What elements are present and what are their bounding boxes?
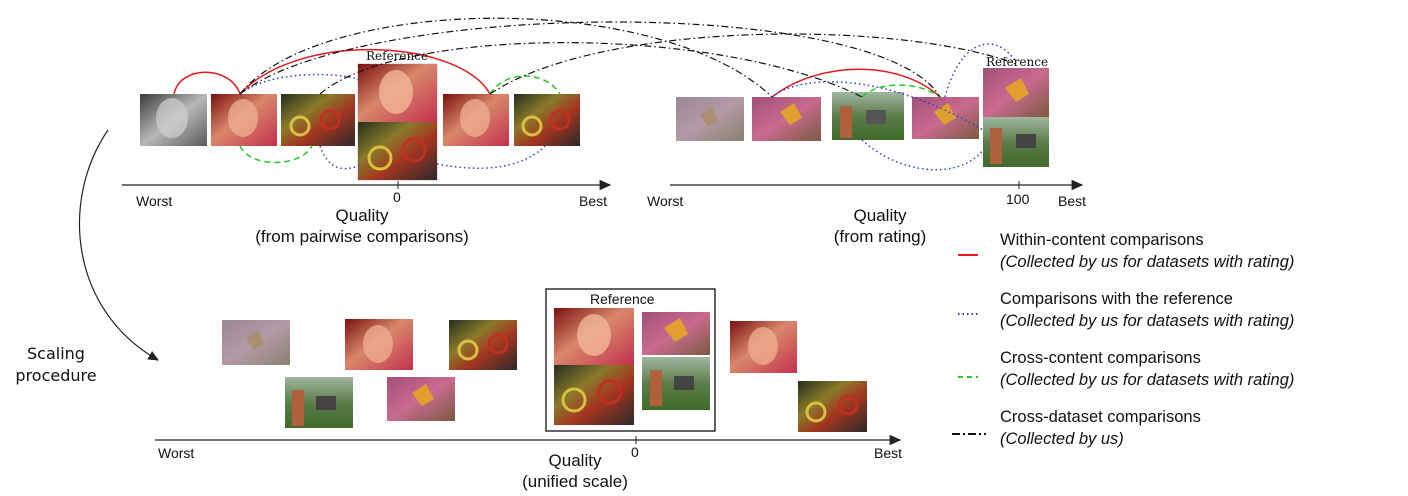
reference-stack-top-right [983,68,1049,167]
reference-label-bottom: Reference [590,291,655,307]
bottom-best-label: Best [874,445,903,461]
top-left-best-label: Best [579,193,608,209]
reference-stack-top-left [357,63,438,181]
top-right-caption-line1: Quality [853,206,907,225]
top-right-caption: Quality (from rating) [810,205,950,247]
top-left-caption-line1: Quality [335,206,389,225]
legend-item-within: Within-content comparisons (Collected by… [1000,229,1294,273]
woman-thumbnail-bottom-2 [730,321,797,373]
bottom-thumbnails [222,288,867,432]
legend-item-cross-content: Cross-content comparisons (Collected by … [1000,347,1294,391]
scaling-label-line2: procedure [15,366,97,385]
woman-thumbnail-2 [443,94,509,146]
top-right-thumbnails [676,68,1049,167]
legend-swatches [952,254,986,435]
butterfly-pale-thumbnail [676,97,744,141]
butterfly-thumbnail-bottom-1 [387,377,455,421]
top-left-worst-label: Worst [136,193,173,209]
legend-note-within: (Collected by us for datasets with ratin… [1000,253,1295,271]
legend-item-cross-dataset: Cross-dataset comparisons (Collected by … [1000,406,1201,450]
top-left-caption-line2: (from pairwise comparisons) [255,227,469,246]
bikes-thumbnail-2 [514,94,580,146]
top-left-axis [122,179,612,191]
woman-gray-thumbnail [140,94,207,146]
top-right-best-label: Best [1058,193,1087,209]
scaling-label-line1: Scaling [27,344,85,363]
bottom-caption-line1: Quality [548,451,602,470]
top-right-caption-line2: (from rating) [833,227,927,246]
bikes-thumbnail-bottom-2 [798,381,867,432]
garden-thumbnail-1 [832,92,904,140]
garden-thumbnail-bottom-1 [285,377,353,428]
legend-title-within: Within-content comparisons [1000,231,1204,249]
top-comparison-arcs [173,17,1017,171]
butterfly-thumbnail-2 [912,97,979,139]
woman-thumbnail-bottom-1 [345,319,413,370]
reference-label-top-right: Reference [986,55,1049,69]
legend-item-reference: Comparisons with the reference (Collecte… [1000,288,1294,332]
legend-note-cross-dataset: (Collected by us) [1000,430,1124,448]
top-right-worst-label: Worst [647,193,684,209]
bottom-caption-line2: (unified scale) [522,472,628,491]
reference-box-bottom [545,288,716,432]
top-left-thumbnails [140,63,580,181]
butterfly-thumbnail-1 [752,97,821,141]
legend-title-cross-dataset: Cross-dataset comparisons [1000,408,1201,426]
bottom-worst-label: Worst [158,445,195,461]
bottom-zero-tick: 0 [631,444,639,460]
bottom-caption: Quality (unified scale) [475,450,675,492]
woman-thumbnail-1 [211,94,277,146]
bikes-thumbnail-bottom-1 [449,320,517,370]
reference-label-top-left: Reference [366,49,429,63]
bikes-thumbnail-1 [281,94,355,146]
bottom-axis [155,434,902,446]
top-left-zero-tick: 0 [393,189,401,205]
legend-title-cross-content: Cross-content comparisons [1000,349,1201,367]
legend-note-cross-content: (Collected by us for datasets with ratin… [1000,371,1295,389]
top-right-axis [670,179,1084,191]
top-left-caption: Quality (from pairwise comparisons) [232,205,492,247]
legend-note-reference: (Collected by us for datasets with ratin… [1000,312,1295,330]
scaling-arrow [78,129,160,361]
top-right-hundred-tick: 100 [1006,191,1030,207]
legend-title-reference: Comparisons with the reference [1000,290,1233,308]
scaling-procedure-label: Scaling procedure [6,343,106,387]
butterfly-pale-thumbnail-bottom [222,320,290,365]
